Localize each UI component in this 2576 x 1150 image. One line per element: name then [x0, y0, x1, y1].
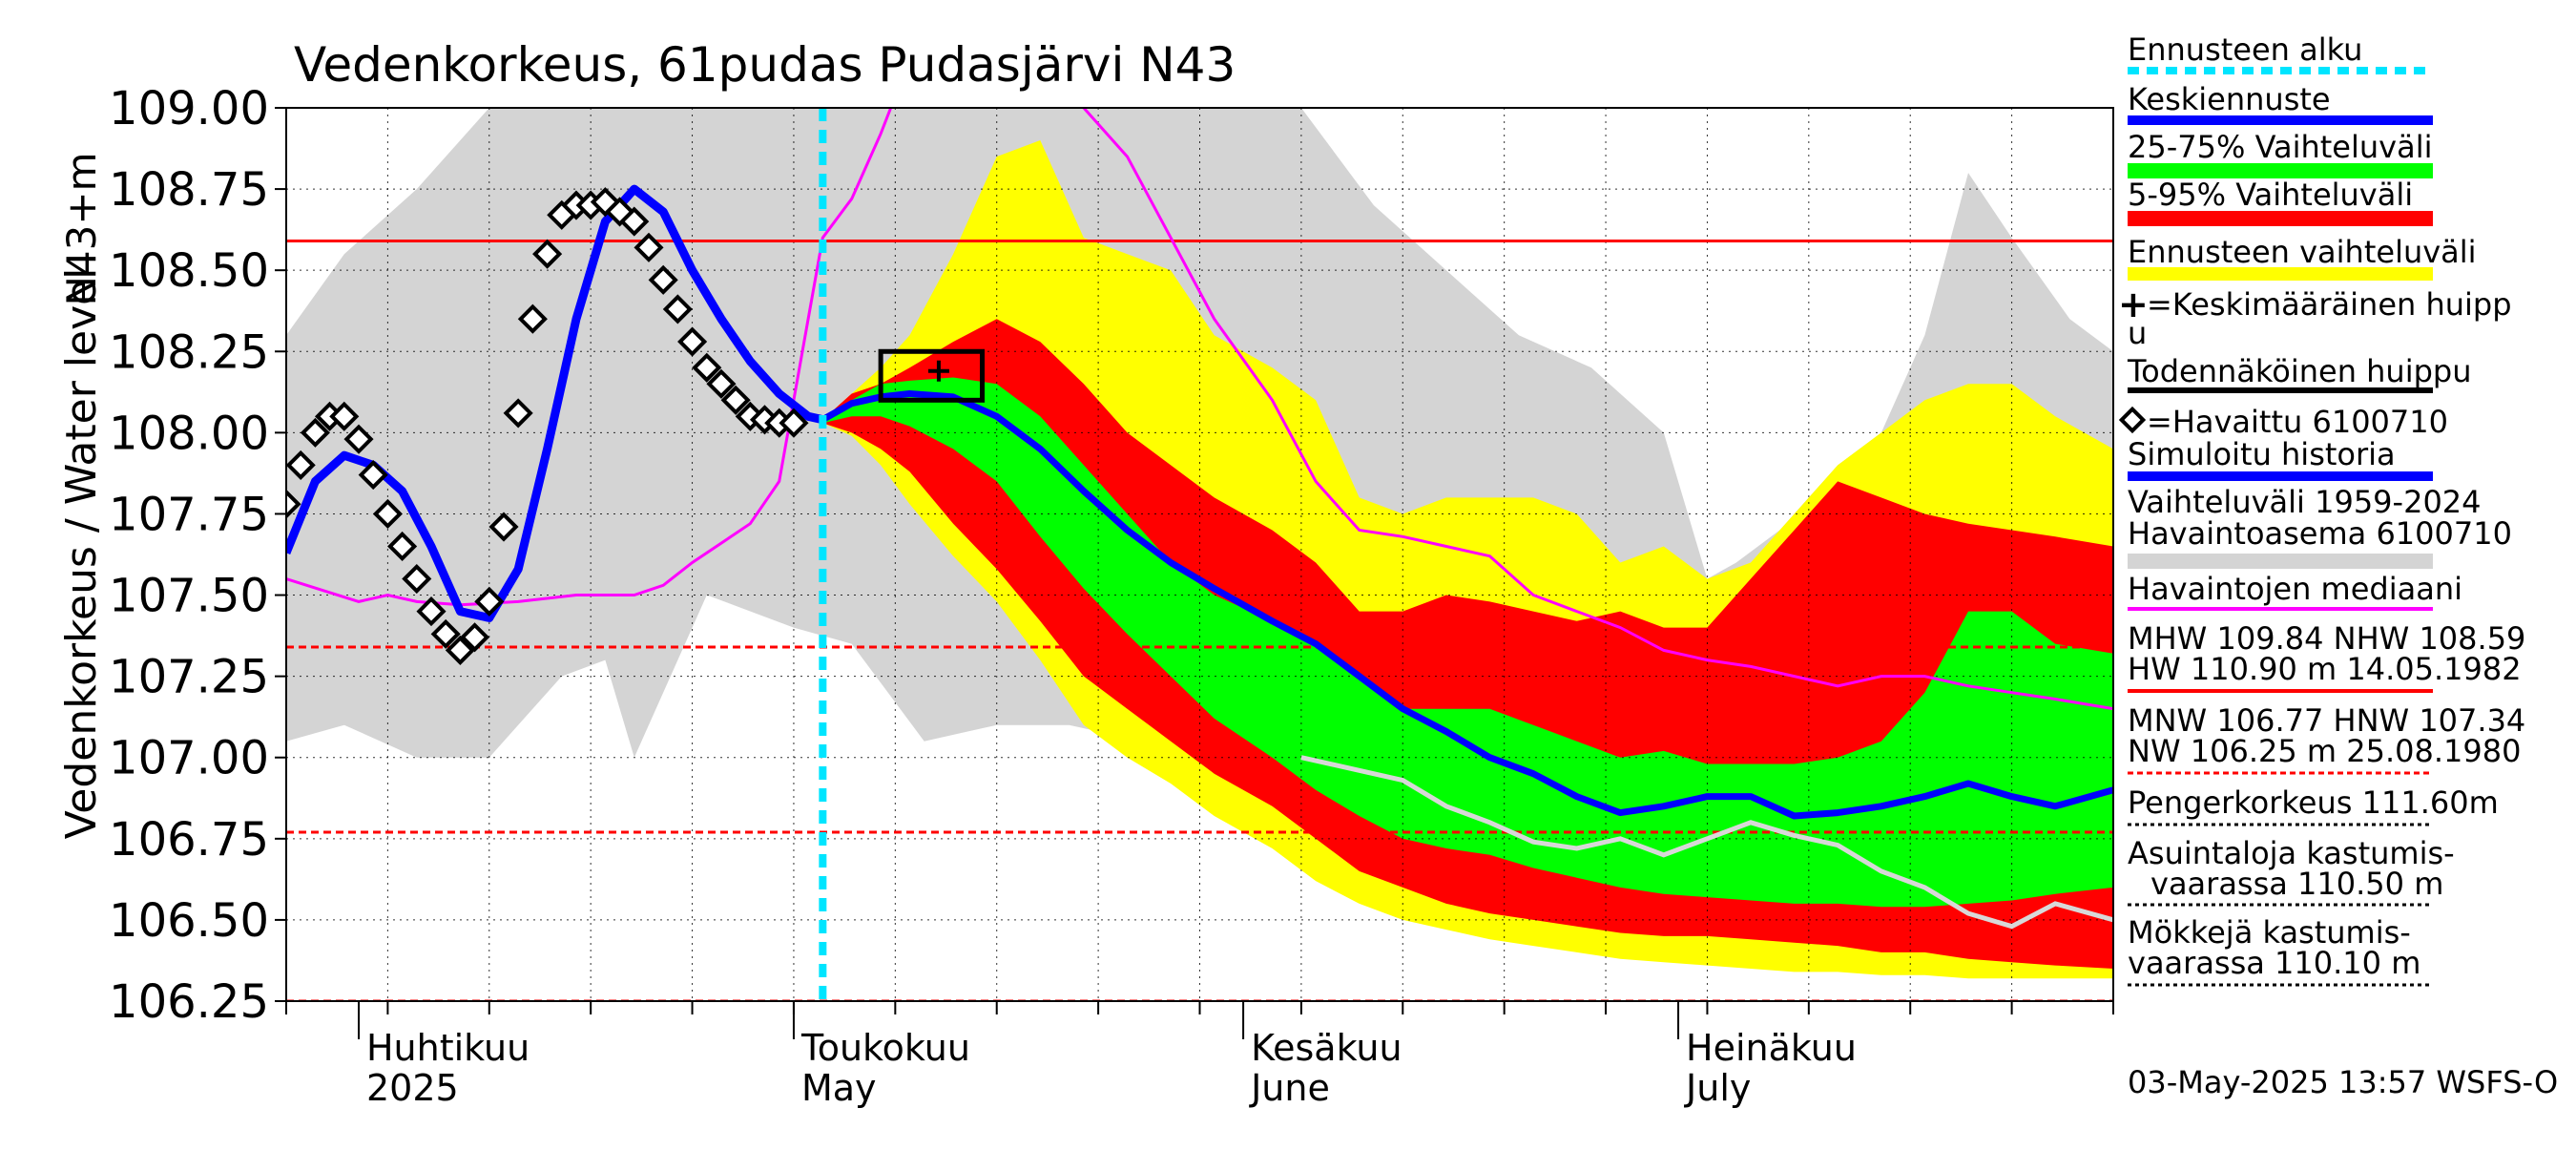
y-tick-label: 108.25: [109, 325, 269, 379]
observed-point: [460, 622, 490, 653]
legend-plus-icon: +: [2118, 283, 2149, 325]
observed-point: [430, 618, 461, 649]
observed-point: [662, 294, 693, 324]
footer-timestamp: 03-May-2025 13:57 WSFS-O: [2128, 1064, 2558, 1100]
observed-point: [329, 401, 360, 431]
legend-mhw-swatch: [2128, 689, 2433, 693]
observed-point: [692, 352, 722, 383]
observed-point: [286, 489, 301, 519]
y-tick-label: 106.50: [109, 894, 269, 948]
legend-observed: =Havaittu 6100710: [2147, 404, 2448, 440]
x-month-sublabel: 2025: [366, 1067, 459, 1109]
observed-point: [706, 368, 737, 399]
lines-layer: [286, 108, 2113, 1001]
observed-point: [402, 563, 432, 595]
legend-mnw-line2: NW 106.25 m 25.08.1980: [2128, 733, 2521, 769]
observed-point: [517, 303, 548, 334]
legend-mhw-line1: MHW 109.84 NHW 108.59: [2128, 620, 2525, 657]
observed-point: [416, 596, 447, 627]
legend-probable-peak: Todennäköinen huippu: [2127, 353, 2472, 389]
legend-diamond-icon: [2118, 406, 2147, 434]
observed-point: [677, 326, 708, 357]
legend-band-25-75: 25-75% Vaihteluväli: [2128, 129, 2432, 165]
observed-point: [286, 450, 316, 480]
legend-band-5-95: 5-95% Vaihteluväli: [2128, 177, 2413, 213]
x-month-label: Heinäkuu: [1686, 1027, 1857, 1069]
observed-point: [474, 586, 505, 617]
legend-forecast-range-swatch: [2128, 267, 2433, 281]
x-month-sublabel: July: [1684, 1067, 1751, 1109]
y-tick-label: 109.00: [109, 82, 269, 136]
legend-band-25-75-swatch: [2128, 163, 2433, 178]
legend-forecast-start: Ennusteen alku: [2128, 31, 2362, 68]
y-tick-label: 108.50: [109, 244, 269, 298]
y-tick-label: 108.75: [109, 163, 269, 217]
y-tick-label: 106.75: [109, 813, 269, 867]
y-tick-label: 106.25: [109, 975, 269, 1029]
legend-probable-peak-swatch: [2128, 387, 2433, 393]
y-axis-unit: N43+m: [58, 153, 105, 306]
observed-point: [503, 398, 533, 429]
observed-point: [634, 232, 664, 262]
legend-houses-line2: vaarassa 110.50 m: [2150, 866, 2443, 902]
probable-peak-box: [878, 348, 986, 403]
mean-peak-marker: [927, 360, 949, 382]
axes-layer: 106.25 106.50 106.75 107.00 107.25 107.50 107.…: [109, 82, 2114, 1109]
legend-mean-forecast-swatch: [2128, 115, 2433, 125]
mean-forecast-line: [821, 390, 2113, 820]
legend-range-swatch: [2128, 554, 2433, 569]
legend-mnw-line1: MNW 106.77 HNW 107.34: [2128, 702, 2525, 739]
legend-forecast-range: Ennusteen vaihteluväli: [2128, 234, 2477, 270]
legend-mhw-line2: HW 110.90 m 14.05.1982: [2128, 651, 2522, 687]
y-tick-label: 108.00: [109, 407, 269, 460]
x-month-sublabel: June: [1249, 1067, 1330, 1109]
observed-median-line: [286, 108, 2113, 711]
x-month-sublabel: May: [801, 1067, 877, 1109]
legend-mean-peak-line1: =Keskimääräinen huipp: [2147, 286, 2512, 323]
legend-median: Havaintojen mediaani: [2128, 571, 2462, 607]
observed-point: [648, 264, 678, 295]
observed-point: [619, 206, 650, 237]
observed-point: [445, 635, 475, 665]
observed-point: [779, 408, 809, 438]
observed-point: [387, 531, 418, 562]
chart-title: Vedenkorkeus, 61pudas Pudasjärvi N43: [294, 37, 1236, 93]
y-tick-label: 107.00: [109, 732, 269, 785]
legend-simulated: Simuloitu historia: [2128, 436, 2396, 472]
legend-band-5-95-swatch: [2128, 211, 2433, 226]
comparison-year-line: [1300, 755, 2113, 930]
y-tick-label: 107.75: [109, 488, 269, 541]
y-tick-label: 107.50: [109, 570, 269, 623]
observed-point: [300, 417, 330, 448]
y-tick-label: 107.25: [109, 651, 269, 704]
x-month-label: Toukokuu: [800, 1027, 970, 1069]
legend-simulated-swatch: [2128, 471, 2433, 481]
legend-houses-line1: Asuintaloja kastumis-: [2128, 835, 2455, 871]
legend-cottages-line2: vaarassa 110.10 m: [2128, 945, 2420, 981]
legend-range-line2: Havaintoasema 6100710: [2128, 515, 2512, 552]
observed-point: [488, 512, 519, 542]
y-axis-title: Vedenkorkeus / Water level: [57, 268, 106, 840]
legend-mean-peak-line2: u: [2128, 315, 2147, 351]
observed-point: [343, 424, 374, 454]
legend-mean-forecast: Keskiennuste: [2128, 81, 2331, 117]
plot-frame: [285, 107, 2114, 1002]
legend-embankment: Pengerkorkeus 111.60m: [2128, 784, 2499, 821]
x-month-label: Kesäkuu: [1251, 1027, 1402, 1069]
x-month-label: Huhtikuu: [366, 1027, 530, 1069]
legend-range-line1: Vaihteluväli 1959-2024: [2128, 484, 2482, 520]
25-75-vaihteluv-li-band: [822, 377, 2113, 908]
observed-point: [358, 460, 388, 491]
observed-point: [532, 239, 563, 269]
legend: Ennusteen alku Keskiennuste 25-75% Vaiht…: [2118, 31, 2525, 987]
observed-point: [372, 498, 403, 530]
observed-point: [720, 385, 751, 415]
legend-median-swatch: [2128, 607, 2433, 611]
legend-cottages-line1: Mökkejä kastumis-: [2128, 914, 2411, 951]
